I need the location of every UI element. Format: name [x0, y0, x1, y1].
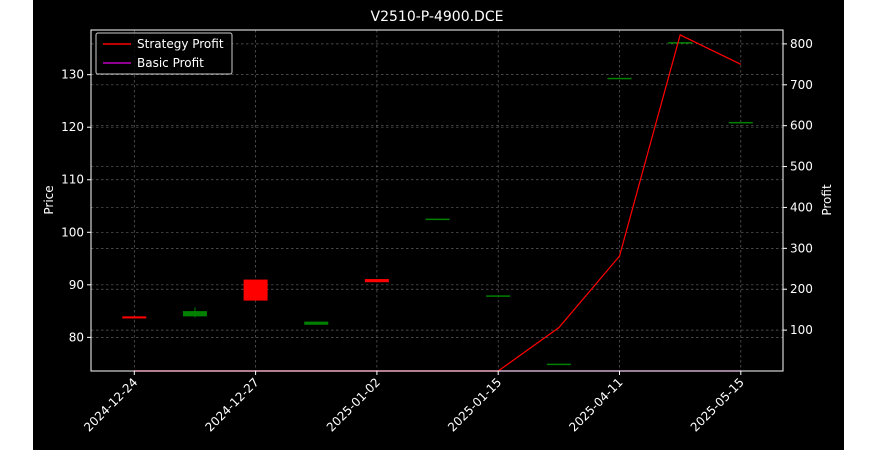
- candle-body: [728, 121, 753, 124]
- candle-body: [364, 279, 389, 283]
- y-tick-label: 130: [61, 68, 84, 82]
- y2-tick-label: 700: [790, 78, 813, 92]
- y2-tick-label: 200: [790, 282, 813, 296]
- chart-figure: V2510-P-4900.DCE 2024-12-24 2024-12-27 202…: [33, 0, 844, 450]
- x-tick-label: 2025-01-15: [445, 375, 504, 434]
- y-tick-label: 100: [61, 225, 84, 239]
- candle-body: [486, 295, 511, 297]
- y2-tick-label: 300: [790, 241, 813, 255]
- x-tick-label: 2025-01-02: [324, 375, 383, 434]
- x-tick-label: 2024-12-27: [203, 375, 262, 434]
- y-tick-label: 80: [69, 330, 84, 344]
- chart-title: V2510-P-4900.DCE: [371, 9, 504, 25]
- legend-label-strategy-profit: Strategy Profit: [137, 37, 224, 51]
- x-tick-label: 2024-12-24: [81, 375, 140, 434]
- candle-body: [182, 311, 207, 317]
- y2-tick-label: 100: [790, 323, 813, 337]
- candle-body: [607, 77, 632, 80]
- plot-frame: [90, 29, 784, 372]
- candle-body: [122, 316, 147, 319]
- candle-body: [668, 42, 693, 44]
- legend-label-basic-profit: Basic Profit: [137, 56, 204, 70]
- y-tick-label: 110: [61, 173, 84, 187]
- y2-tick-label: 400: [790, 200, 813, 214]
- legend: Strategy Profit Basic Profit: [95, 32, 233, 75]
- y2-tick-label: 800: [790, 37, 813, 51]
- chart-canvas: V2510-P-4900.DCE 2024-12-24 2024-12-27 202…: [42, 9, 834, 434]
- y2-tick-label: 600: [790, 119, 813, 133]
- strategy-profit-line: [134, 34, 742, 372]
- candle-body: [546, 363, 571, 366]
- y-axis-label: Price: [42, 185, 56, 214]
- y-tick-label: 90: [69, 278, 84, 292]
- candle-body: [243, 279, 268, 301]
- x-tick-label: 2025-04-11: [566, 375, 625, 434]
- y-tick-label: 120: [61, 120, 84, 134]
- candle-body: [304, 321, 329, 325]
- x-tick-label: 2025-05-15: [688, 375, 747, 434]
- candle-body: [425, 218, 450, 221]
- y2-tick-label: 500: [790, 160, 813, 174]
- y2-axis-label: Profit: [820, 184, 834, 216]
